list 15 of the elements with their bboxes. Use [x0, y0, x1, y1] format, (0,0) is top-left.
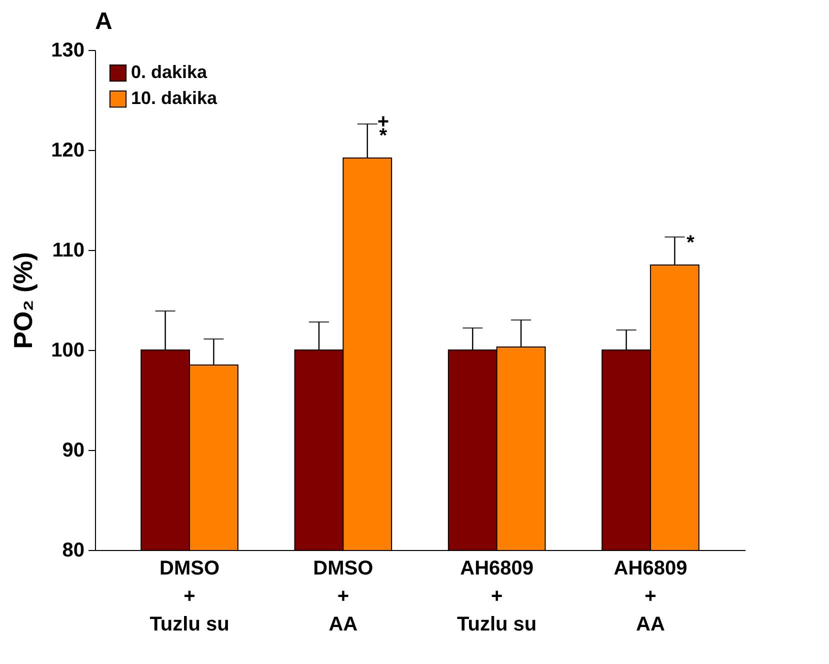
- y-tick-label: 80: [62, 540, 84, 562]
- x-tick-label: DMSO + AA: [313, 558, 374, 636]
- y-tick-label: 120: [51, 140, 84, 162]
- y-tick-label: 100: [51, 340, 84, 362]
- x-tick-label: DMSO + Tuzlu su: [150, 558, 230, 636]
- chart-title: A: [95, 8, 112, 35]
- legend-label: 0. dakika: [131, 62, 208, 82]
- annotation: *: [686, 232, 695, 254]
- y-tick-label: 90: [62, 440, 84, 462]
- y-tick-label: 110: [52, 240, 84, 262]
- x-tick-label: AH6809 + AA: [614, 558, 688, 636]
- legend-label: 10. dakika: [131, 88, 218, 108]
- y-axis-title: PO₂ (%): [8, 252, 38, 349]
- y-tick-label: 130: [51, 40, 84, 62]
- x-tick-label: AH6809 + Tuzlu su: [457, 558, 537, 636]
